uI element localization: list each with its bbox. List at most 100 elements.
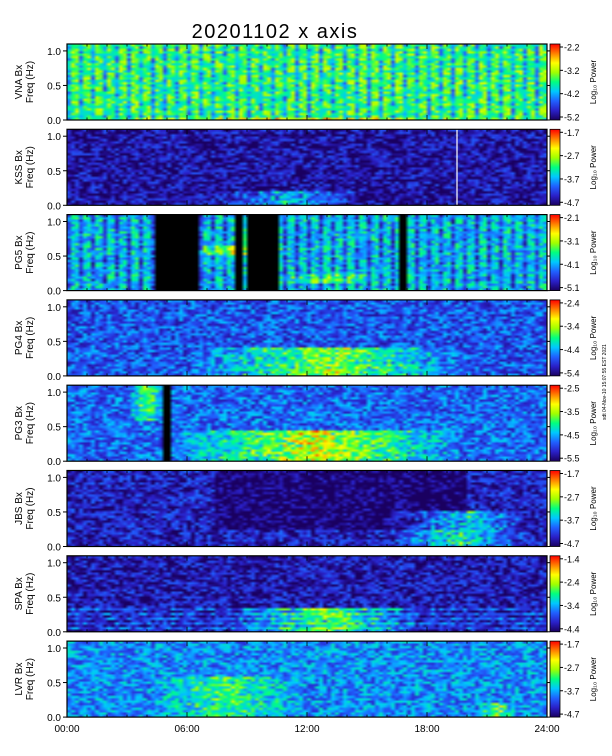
freq-label-6: Freq (Hz) [25, 573, 36, 615]
colorbar-title-text-4: Log₁₀ Power [589, 401, 598, 446]
colorbar-7 [549, 640, 561, 718]
station-label-1: KSS Bx [14, 150, 25, 184]
colorbar-title-text-7: Log₁₀ Power [589, 657, 598, 702]
cbar-label-6-2: -3.4 [564, 601, 580, 611]
y-tick-label-4-0: 0.0 [47, 457, 61, 468]
cbar-label-2-2: -4.1 [564, 260, 580, 270]
spectrogram-image-7 [67, 641, 547, 718]
freq-label-5: Freq (Hz) [25, 487, 36, 529]
station-label-0: VNA Bx [14, 65, 25, 99]
y-tick-label-2-2: 1.0 [47, 218, 61, 229]
colorbar-title-2: Log₁₀ Power [589, 230, 598, 275]
x-axis: 00:00 06:00 12:00 18:00 24:00 [54, 724, 559, 735]
spectrogram-image-2 [67, 214, 547, 291]
cbar-label-1-0: -1.7 [564, 128, 580, 138]
colorbar-title-6: Log₁₀ Power [589, 571, 598, 616]
colorbar-4 [549, 384, 561, 462]
y-tick-label-1-2: 1.0 [47, 132, 61, 143]
y-tick-label-2-1: 0.5 [47, 252, 61, 263]
x-tick-label-1: 06:00 [174, 724, 199, 735]
colorbar-title-text-6: Log₁₀ Power [589, 571, 598, 616]
station-label-3: PG4 Bx [14, 321, 25, 355]
spectrogram-image-6 [67, 555, 547, 632]
cbar-label-3-2: -4.4 [564, 345, 580, 355]
y-tick-label-7-2: 1.0 [47, 644, 61, 655]
y-tick-label-3-0: 0.0 [47, 372, 61, 383]
y-tick-label-7-1: 0.5 [47, 679, 61, 690]
y-tick-label-2-0: 0.0 [47, 287, 61, 298]
x-tick-label-0: 00:00 [54, 724, 79, 735]
cbar-label-7-3: -4.7 [564, 710, 580, 720]
freq-label-3: Freq (Hz) [25, 317, 36, 359]
cbar-label-1-1: -2.7 [564, 151, 580, 161]
spectrogram-image-5 [67, 470, 547, 547]
y-tick-label-5-0: 0.0 [47, 543, 61, 554]
colorbar-5 [549, 470, 561, 547]
station-label-5: JBS Bx [14, 492, 25, 525]
colorbar-2 [549, 214, 561, 292]
cbar-label-0-0: -2.2 [564, 43, 580, 53]
cbar-label-5-1: -2.7 [564, 492, 580, 502]
colorbar-3 [549, 299, 561, 377]
colorbar-title-text-3: Log₁₀ Power [589, 315, 598, 360]
y-tick-label-0-0: 0.0 [47, 116, 61, 127]
colorbar-title-text-1: Log₁₀ Power [589, 145, 598, 190]
cbar-label-6-3: -4.4 [564, 624, 580, 634]
y-tick-label-1-0: 0.0 [47, 201, 61, 212]
x-tick-label-2: 12:00 [294, 724, 319, 735]
cbar-label-5-3: -4.7 [564, 539, 580, 549]
y-axis-label-2: PG5 Bx Freq (Hz) [14, 231, 36, 273]
colorbar-1 [549, 128, 561, 206]
y-axis-label-4: PG3 Bx Freq (Hz) [14, 402, 36, 444]
freq-label-7: Freq (Hz) [25, 658, 36, 700]
freq-label-1: Freq (Hz) [25, 146, 36, 188]
spectrogram-image-3 [67, 299, 547, 376]
cbar-label-6-1: -2.4 [564, 578, 580, 588]
cbar-label-2-0: -2.1 [564, 213, 580, 223]
y-axis-label-0: VNA Bx Freq (Hz) [14, 61, 36, 103]
cbar-label-0-3: -5.2 [564, 113, 580, 123]
spectrogram-image-1 [67, 129, 547, 206]
cbar-label-4-1: -3.5 [564, 407, 580, 417]
colorbar-title-text-0: Log₁₀ Power [589, 60, 598, 105]
freq-label-2: Freq (Hz) [25, 231, 36, 273]
y-tick-label-0-1: 0.5 [47, 81, 61, 92]
y-axis-label-3: PG4 Bx Freq (Hz) [14, 317, 36, 359]
cbar-label-2-1: -3.1 [564, 236, 580, 246]
colorbar-title-text-2: Log₁₀ Power [589, 230, 598, 275]
y-tick-label-4-2: 1.0 [47, 388, 61, 399]
cbar-label-5-2: -3.7 [564, 516, 580, 526]
y-tick-label-0-2: 1.0 [47, 47, 61, 58]
station-label-2: PG5 Bx [14, 235, 25, 269]
cbar-label-4-2: -4.5 [564, 430, 580, 440]
cbar-label-7-0: -1.7 [564, 640, 580, 650]
cbar-label-3-1: -3.4 [564, 322, 580, 332]
y-tick-label-1-1: 0.5 [47, 167, 61, 178]
colorbar-title-5: Log₁₀ Power [589, 486, 598, 531]
spectrogram-image-0 [67, 44, 547, 120]
cbar-label-0-1: -3.2 [564, 66, 580, 76]
x-tick-label-4: 24:00 [534, 724, 559, 735]
y-tick-label-3-1: 0.5 [47, 337, 61, 348]
cbar-label-5-0: -1.7 [564, 469, 580, 479]
cbar-label-1-2: -3.7 [564, 174, 580, 184]
cbar-label-3-0: -2.4 [564, 298, 580, 308]
cbar-label-7-1: -2.7 [564, 663, 580, 673]
x-tick-label-3: 18:00 [414, 724, 439, 735]
y-tick-label-6-0: 0.0 [47, 628, 61, 639]
cbar-label-1-3: -4.7 [564, 198, 580, 208]
y-tick-label-4-1: 0.5 [47, 423, 61, 434]
colorbar-title-4: Log₁₀ Power [589, 401, 598, 446]
y-tick-label-7-0: 0.0 [47, 713, 61, 724]
y-tick-label-3-2: 1.0 [47, 303, 61, 314]
figure-title: 20201102 x axis [192, 21, 359, 43]
station-label-6: SPA Bx [14, 577, 25, 610]
side-note: sdt 04-Nov-10 15:07:55 EST 2021 [602, 344, 608, 420]
colorbar-title-7: Log₁₀ Power [589, 657, 598, 702]
y-axis-label-1: KSS Bx Freq (Hz) [14, 146, 36, 188]
y-tick-label-6-1: 0.5 [47, 593, 61, 604]
y-tick-label-5-2: 1.0 [47, 473, 61, 484]
colorbar-title-text-5: Log₁₀ Power [589, 486, 598, 531]
cbar-label-2-3: -5.1 [564, 283, 580, 293]
